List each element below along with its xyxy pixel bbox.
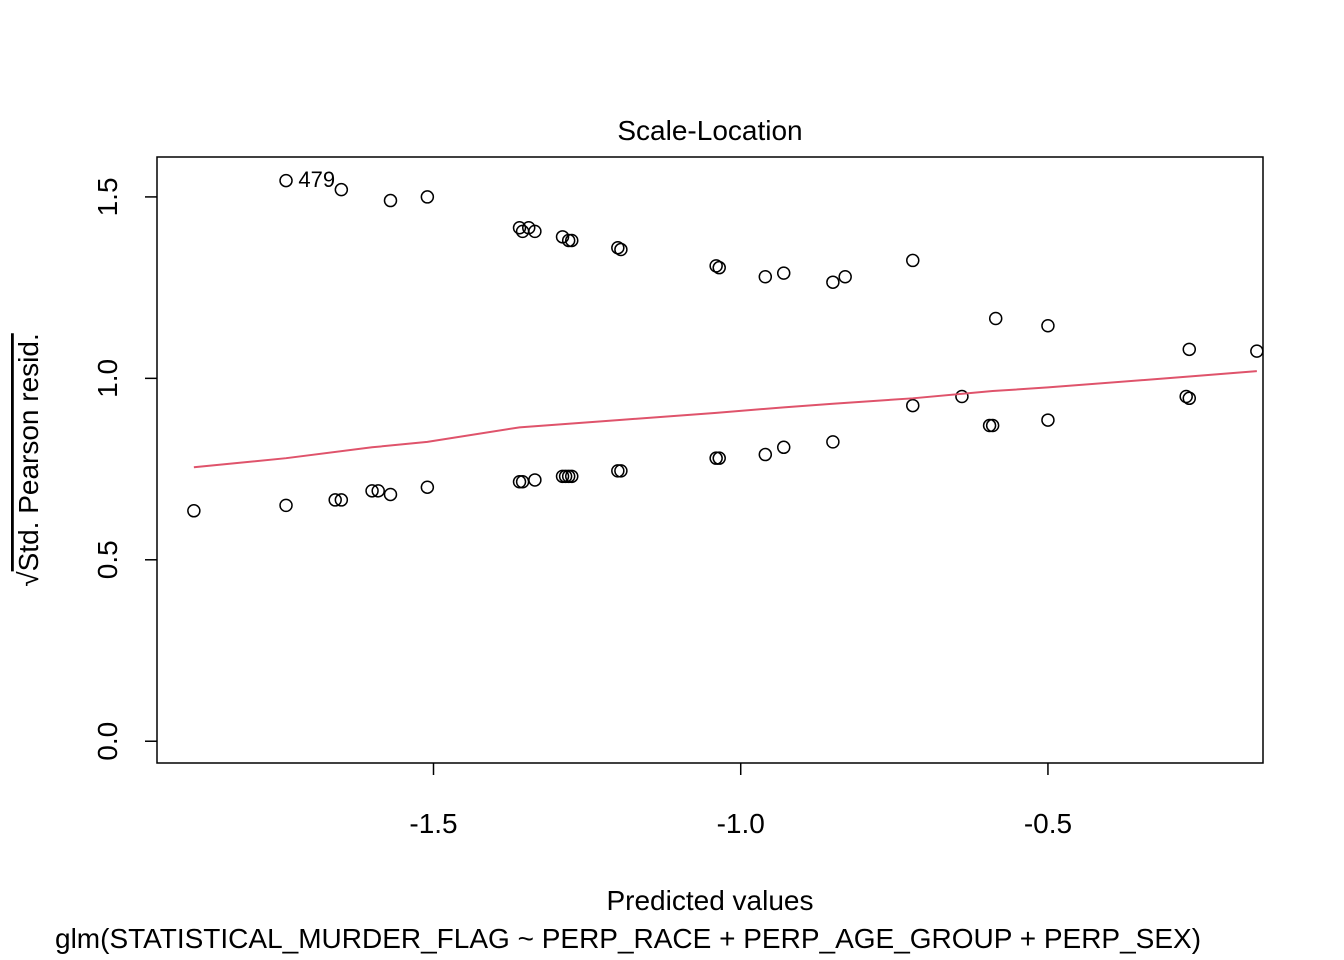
residual-point [365, 484, 379, 498]
y-axis-label: √Std. Pearson resid. [13, 333, 44, 587]
residual-point [614, 464, 628, 478]
residual-point [611, 240, 625, 255]
residual-point [565, 233, 579, 248]
residual-point [334, 182, 349, 197]
residual-point [838, 269, 852, 284]
residual-point [565, 469, 579, 484]
residual-point [758, 269, 773, 284]
point-label: 79 [311, 167, 335, 192]
residual-point [187, 504, 201, 518]
residual-point [758, 447, 773, 462]
chart-title: Scale-Location [617, 115, 802, 146]
residual-point [826, 275, 840, 289]
point-labels: 4 79 [298, 167, 335, 192]
residual-point [1182, 342, 1197, 357]
x-tick-label: -1.5 [409, 808, 457, 839]
residual-point [279, 498, 293, 513]
residual-point [712, 451, 726, 465]
residual-point [328, 493, 342, 507]
residual-point [528, 473, 542, 487]
residual-points [187, 173, 1264, 518]
residual-point [512, 221, 527, 235]
residual-point [383, 193, 398, 208]
residual-point [383, 487, 398, 502]
residual-point [371, 484, 385, 498]
residual-point [528, 224, 542, 239]
plot-frame [156, 156, 1264, 764]
residual-point [985, 418, 1000, 433]
residual-point [955, 389, 969, 404]
residual-point [420, 190, 435, 204]
residual-point [611, 464, 625, 478]
residual-point [906, 253, 920, 268]
y-tick-label: 1.0 [92, 359, 123, 398]
residual-point [776, 266, 791, 280]
y-axis-label-text: Std. Pearson resid. [13, 333, 44, 571]
y-axis: 0.0 0.5 1.0 1.5 [92, 177, 157, 761]
residual-point [709, 259, 723, 273]
model-formula-subtitle: glm(STATISTICAL_MURDER_FLAG ~ PERP_RACE … [55, 923, 1201, 954]
smoother-line [193, 370, 1257, 469]
residual-point [1182, 391, 1197, 406]
residual-point [826, 435, 840, 449]
residual-point [1041, 318, 1055, 333]
x-tick-label: -0.5 [1024, 808, 1072, 839]
x-tick-label: -1.0 [717, 808, 765, 839]
residual-point [709, 451, 723, 465]
residual-point [1041, 413, 1055, 427]
x-axis: -1.5 -1.0 -0.5 [409, 763, 1072, 839]
point-label: 4 [298, 167, 310, 192]
residual-point [776, 440, 791, 455]
residual-point [512, 475, 527, 489]
y-tick-label: 0.5 [92, 540, 123, 579]
residual-point [988, 311, 1003, 326]
residual-point [982, 418, 997, 433]
residual-point [334, 493, 349, 507]
residual-point [420, 480, 435, 494]
residual-point [614, 242, 628, 257]
residual-point [906, 398, 920, 413]
y-tick-label: 1.5 [92, 177, 123, 216]
residual-point [279, 173, 293, 188]
residual-point [515, 475, 530, 489]
residual-point [712, 260, 726, 275]
residual-point [1250, 344, 1264, 358]
y-axis-sqrt-symbol: √ [13, 571, 44, 587]
residual-point [1179, 389, 1193, 404]
x-axis-label: Predicted values [606, 885, 813, 916]
y-tick-label: 0.0 [92, 722, 123, 761]
